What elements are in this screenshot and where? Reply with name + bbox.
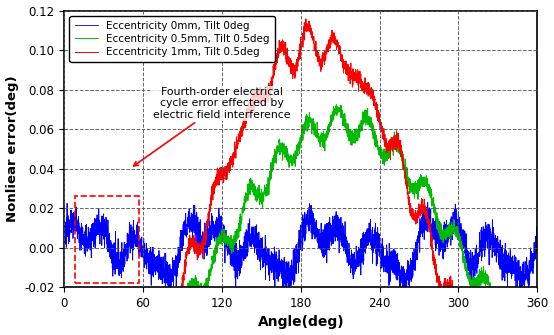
- Y-axis label: Nonliear error(deg): Nonliear error(deg): [6, 76, 18, 222]
- Eccentricity 0mm, Tilt 0deg: [534, 211, 541, 215]
- Eccentricity 1mm, Tilt 0.5deg: [208, 199, 215, 203]
- Eccentricity 0mm, Tilt 0deg: [61, 239, 68, 243]
- Eccentricity 0.5mm, Tilt 0.5deg: [388, 146, 394, 150]
- Eccentricity 0.5mm, Tilt 0.5deg: [208, 266, 215, 270]
- Line: Eccentricity 0mm, Tilt 0deg: Eccentricity 0mm, Tilt 0deg: [64, 202, 537, 295]
- Eccentricity 0mm, Tilt 0deg: [117, 272, 124, 276]
- Legend: Eccentricity 0mm, Tilt 0deg, Eccentricity 0.5mm, Tilt 0.5deg, Eccentricity 1mm, : Eccentricity 0mm, Tilt 0deg, Eccentricit…: [69, 16, 275, 62]
- Eccentricity 0mm, Tilt 0deg: [118, 255, 125, 259]
- Eccentricity 1mm, Tilt 0.5deg: [302, 17, 309, 21]
- Eccentricity 0.5mm, Tilt 0.5deg: [427, 186, 433, 190]
- Eccentricity 0mm, Tilt 0deg: [427, 220, 433, 224]
- Eccentricity 0.5mm, Tilt 0.5deg: [333, 103, 340, 107]
- Line: Eccentricity 0.5mm, Tilt 0.5deg: Eccentricity 0.5mm, Tilt 0.5deg: [64, 105, 537, 335]
- Bar: [75, 196, 139, 283]
- Eccentricity 0mm, Tilt 0deg: [208, 237, 214, 241]
- Eccentricity 0mm, Tilt 0deg: [388, 249, 394, 253]
- Eccentricity 0mm, Tilt 0deg: [91, 228, 98, 232]
- Eccentricity 1mm, Tilt 0.5deg: [388, 138, 394, 142]
- X-axis label: Angle(deg): Angle(deg): [258, 316, 344, 329]
- Text: Fourth-order electrical
cycle error effected by
electric field interference: Fourth-order electrical cycle error effe…: [134, 87, 291, 166]
- Eccentricity 1mm, Tilt 0.5deg: [427, 228, 433, 232]
- Eccentricity 0mm, Tilt 0deg: [271, 293, 278, 297]
- Line: Eccentricity 1mm, Tilt 0.5deg: Eccentricity 1mm, Tilt 0.5deg: [64, 19, 537, 335]
- Eccentricity 0mm, Tilt 0deg: [424, 200, 431, 204]
